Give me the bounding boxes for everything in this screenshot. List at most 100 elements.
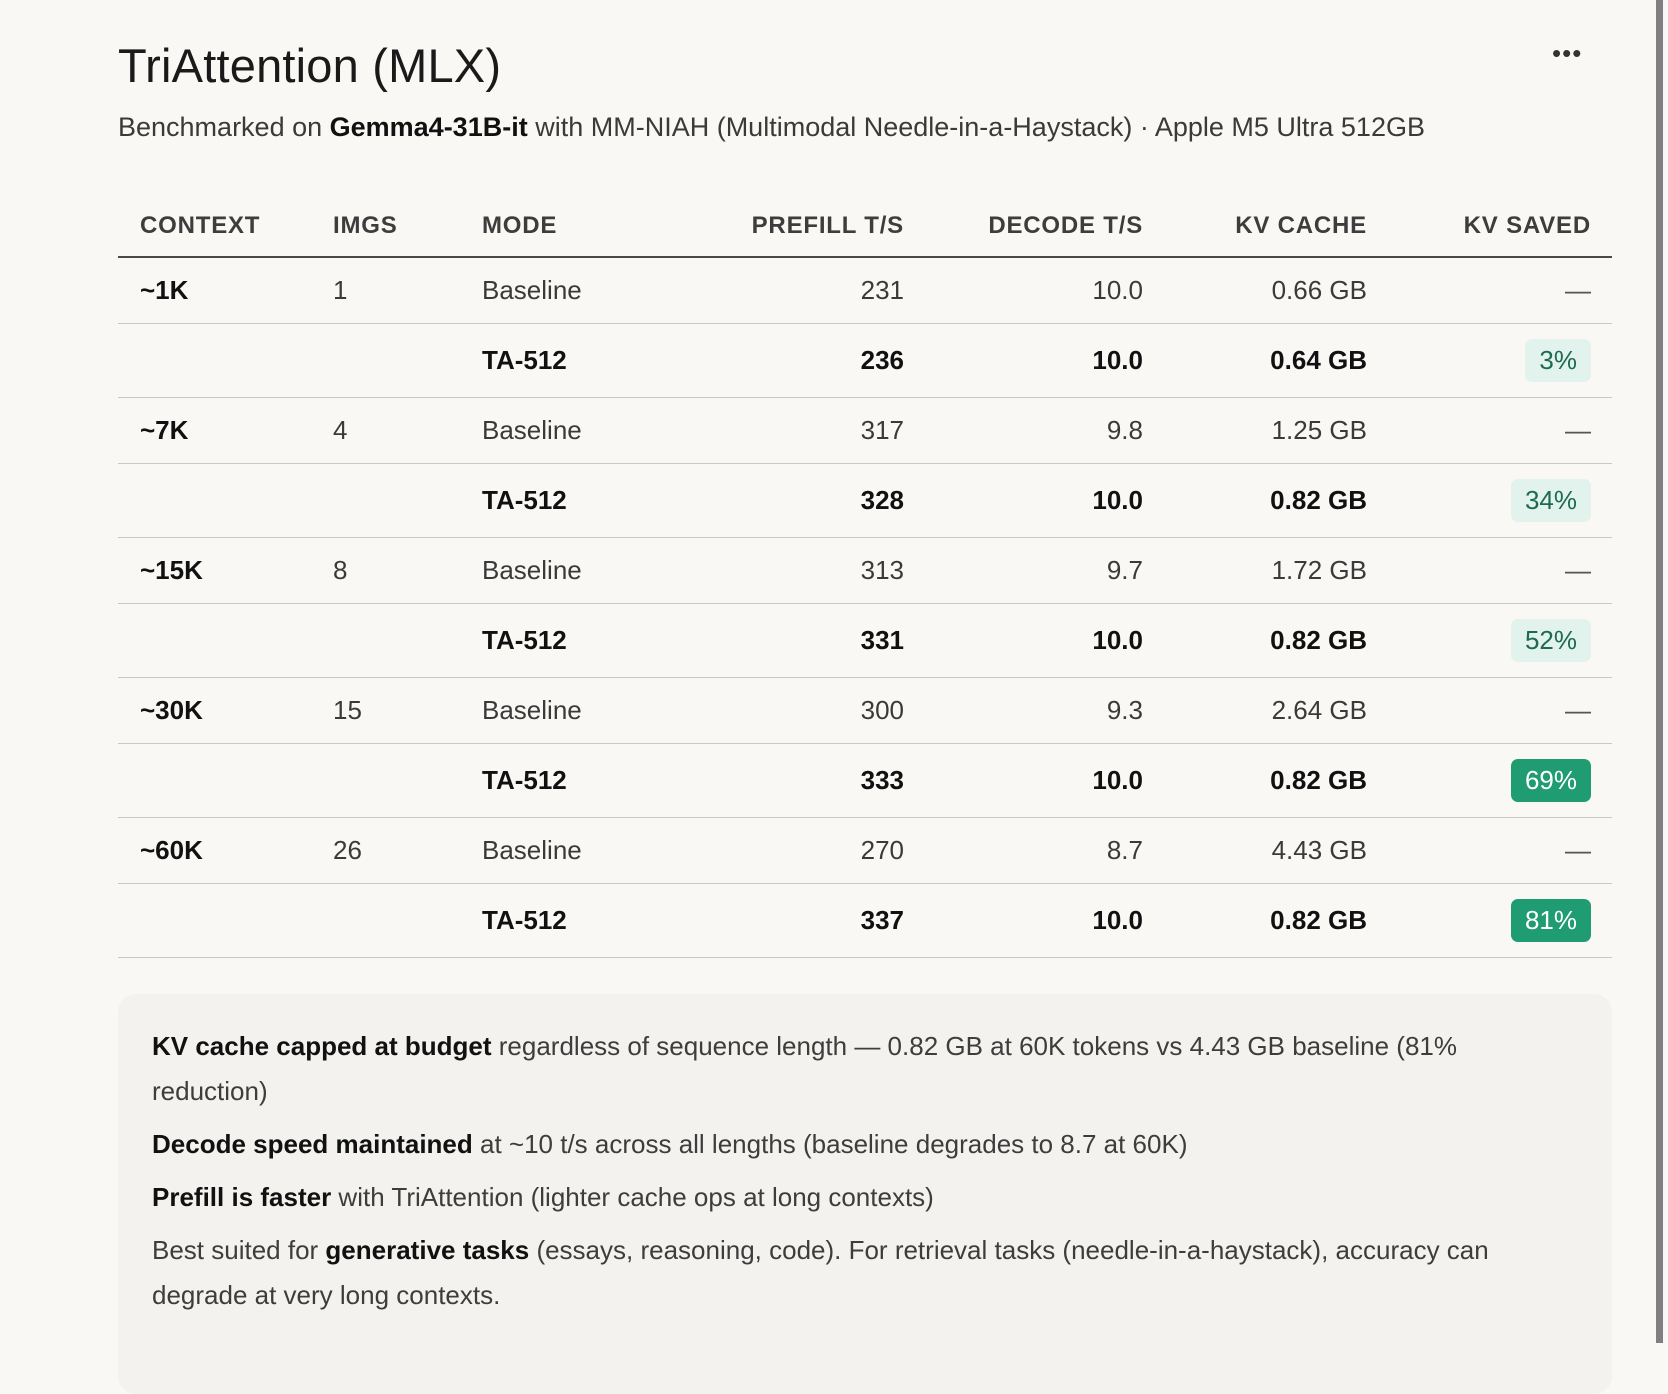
no-saving-dash: —: [1565, 275, 1591, 305]
kv-saved-cell: 52%: [1367, 603, 1612, 678]
mode-cell: TA-512: [482, 463, 702, 538]
imgs-cell: 4: [333, 397, 482, 464]
col-kv-saved: KV SAVED: [1367, 196, 1612, 258]
kv-cache-cell: 0.82 GB: [1143, 463, 1367, 538]
context-cell: [118, 883, 333, 958]
prefill-cell: 300: [702, 677, 904, 744]
prefill-cell: 270: [702, 817, 904, 884]
mode-cell: Baseline: [482, 677, 702, 744]
col-context: CONTEXT: [118, 196, 333, 258]
kv-saved-badge: 69%: [1510, 759, 1591, 802]
imgs-cell: [333, 883, 482, 958]
context-cell: [118, 323, 333, 398]
imgs-cell: [333, 323, 482, 398]
decode-cell: 10.0: [904, 323, 1143, 398]
note-text: with TriAttention (lighter cache ops at …: [331, 1182, 934, 1212]
prefill-cell: 328: [702, 463, 904, 538]
notes-callout: KV cache capped at budget regardless of …: [118, 994, 1612, 1394]
subtitle: Benchmarked on Gemma4-31B-it with MM-NIA…: [118, 112, 1425, 143]
imgs-cell: [333, 743, 482, 818]
table-row: ~1K 1 Baseline 231 10.0 0.66 GB —: [118, 257, 1612, 324]
decode-cell: 10.0: [904, 883, 1143, 958]
note-highlight: KV cache capped at budget: [152, 1031, 492, 1061]
decode-cell: 9.7: [904, 537, 1143, 604]
table-row: TA-512 333 10.0 0.82 GB 69%: [118, 743, 1612, 818]
kv-cache-cell: 1.72 GB: [1143, 537, 1367, 604]
prefill-cell: 337: [702, 883, 904, 958]
kv-saved-cell: —: [1367, 397, 1612, 464]
mode-cell: Baseline: [482, 397, 702, 464]
context-cell: ~1K: [118, 257, 333, 324]
table-row: ~30K 15 Baseline 300 9.3 2.64 GB —: [118, 677, 1612, 744]
kv-saved-badge: 81%: [1510, 899, 1591, 942]
kv-cache-cell: 0.66 GB: [1143, 257, 1367, 324]
mode-cell: TA-512: [482, 743, 702, 818]
scrollbar[interactable]: [1656, 0, 1663, 1343]
prefill-cell: 333: [702, 743, 904, 818]
no-saving-dash: —: [1565, 415, 1591, 445]
context-cell: ~60K: [118, 817, 333, 884]
mode-cell: TA-512: [482, 323, 702, 398]
kv-cache-cell: 0.64 GB: [1143, 323, 1367, 398]
kv-cache-cell: 0.82 GB: [1143, 603, 1367, 678]
context-cell: [118, 603, 333, 678]
note-highlight: generative tasks: [325, 1235, 530, 1265]
note-highlight: Decode speed maintained: [152, 1129, 473, 1159]
prefill-cell: 313: [702, 537, 904, 604]
benchmark-table: CONTEXT IMGS MODE PREFILL T/S DECODE T/S…: [118, 196, 1612, 958]
mode-cell: TA-512: [482, 603, 702, 678]
context-cell: ~30K: [118, 677, 333, 744]
table-row: ~15K 8 Baseline 313 9.7 1.72 GB —: [118, 537, 1612, 604]
decode-cell: 9.8: [904, 397, 1143, 464]
note-item: Prefill is faster with TriAttention (lig…: [152, 1175, 1572, 1220]
table-row: TA-512 331 10.0 0.82 GB 52%: [118, 603, 1612, 678]
no-saving-dash: —: [1565, 555, 1591, 585]
subtitle-suffix: with MM-NIAH (Multimodal Needle-in-a-Hay…: [527, 112, 1425, 142]
kv-saved-cell: —: [1367, 537, 1612, 604]
page-title: TriAttention (MLX): [118, 39, 502, 92]
kv-cache-cell: 2.64 GB: [1143, 677, 1367, 744]
note-text: at ~10 t/s across all lengths (baseline …: [472, 1129, 1188, 1159]
kv-saved-cell: 34%: [1367, 463, 1612, 538]
kv-saved-badge: 34%: [1510, 479, 1591, 522]
context-cell: [118, 463, 333, 538]
decode-cell: 8.7: [904, 817, 1143, 884]
decode-cell: 10.0: [904, 603, 1143, 678]
table-row: TA-512 236 10.0 0.64 GB 3%: [118, 323, 1612, 398]
note-text: (essays, reasoning, code). For retrieval…: [152, 1235, 1489, 1310]
kv-cache-cell: 1.25 GB: [1143, 397, 1367, 464]
prefill-cell: 236: [702, 323, 904, 398]
ellipsis-icon[interactable]: •••: [1552, 38, 1583, 68]
prefill-cell: 331: [702, 603, 904, 678]
context-cell: [118, 743, 333, 818]
table-row: TA-512 337 10.0 0.82 GB 81%: [118, 883, 1612, 958]
kv-saved-badge: 3%: [1525, 339, 1591, 382]
kv-cache-cell: 0.82 GB: [1143, 883, 1367, 958]
imgs-cell: [333, 603, 482, 678]
kv-saved-cell: —: [1367, 257, 1612, 324]
imgs-cell: 26: [333, 817, 482, 884]
table-row: ~7K 4 Baseline 317 9.8 1.25 GB —: [118, 397, 1612, 464]
table-header-row: CONTEXT IMGS MODE PREFILL T/S DECODE T/S…: [118, 196, 1612, 258]
imgs-cell: 8: [333, 537, 482, 604]
table-row: TA-512 328 10.0 0.82 GB 34%: [118, 463, 1612, 538]
note-item: KV cache capped at budget regardless of …: [152, 1024, 1572, 1114]
kv-saved-cell: 3%: [1367, 323, 1612, 398]
subtitle-prefix: Benchmarked on: [118, 112, 330, 142]
col-imgs: IMGS: [333, 196, 482, 258]
table-row: ~60K 26 Baseline 270 8.7 4.43 GB —: [118, 817, 1612, 884]
kv-cache-cell: 0.82 GB: [1143, 743, 1367, 818]
col-decode: DECODE T/S: [904, 196, 1143, 258]
imgs-cell: [333, 463, 482, 538]
note-text: regardless of sequence length — 0.82 GB …: [152, 1031, 1457, 1106]
decode-cell: 10.0: [904, 257, 1143, 324]
subtitle-model: Gemma4-31B-it: [329, 112, 528, 142]
prefill-cell: 317: [702, 397, 904, 464]
prefill-cell: 231: [702, 257, 904, 324]
mode-cell: Baseline: [482, 257, 702, 324]
no-saving-dash: —: [1565, 835, 1591, 865]
mode-cell: Baseline: [482, 537, 702, 604]
kv-saved-cell: 69%: [1367, 743, 1612, 818]
col-mode: MODE: [482, 196, 702, 258]
decode-cell: 10.0: [904, 463, 1143, 538]
